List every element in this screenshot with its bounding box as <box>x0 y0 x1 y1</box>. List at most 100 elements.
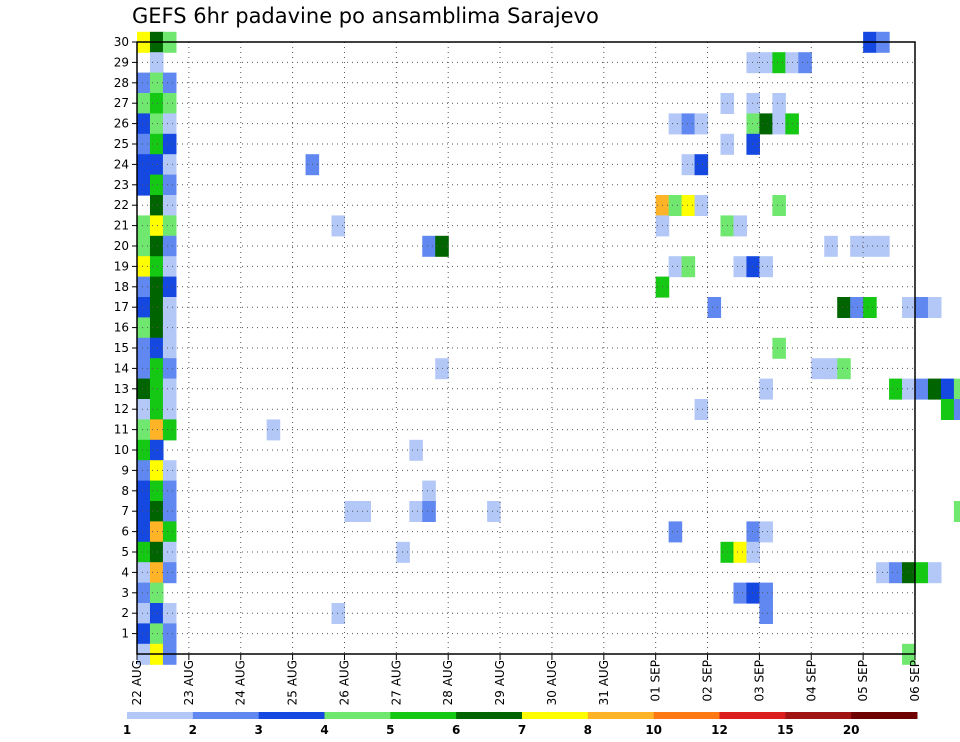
x-tick-label: 25 AUG <box>286 660 300 705</box>
heatmap-cell <box>798 52 812 74</box>
heatmap-cell <box>149 521 164 543</box>
x-axis: 22 AUG 23 AUG 24 AUG 25 AUG 26 AUG 27 AUG 28 A… <box>130 654 922 705</box>
legend-swatch <box>587 712 655 719</box>
heatmap-cell <box>681 154 696 176</box>
heatmap-cell <box>889 378 903 400</box>
heatmap-cell <box>772 52 786 74</box>
heatmap-cell <box>733 256 748 278</box>
heatmap-cell <box>149 439 164 461</box>
heatmap-cell <box>149 256 164 278</box>
heatmap-cell <box>746 133 760 155</box>
heatmap-cell <box>162 337 177 359</box>
heatmap-cells <box>137 31 960 665</box>
x-tick-label: 06 SEP <box>908 660 922 702</box>
y-tick-label: 7 <box>121 504 129 518</box>
legend-swatch <box>785 712 852 719</box>
heatmap-cell <box>137 154 151 176</box>
heatmap-cell <box>149 52 164 74</box>
heatmap-cell <box>137 419 151 441</box>
heatmap-cell <box>162 195 177 216</box>
heatmap-cell <box>837 297 851 318</box>
heatmap-cell <box>137 541 151 563</box>
heatmap-cell <box>772 93 786 114</box>
y-tick-label: 8 <box>121 484 129 498</box>
heatmap-cell <box>733 215 748 237</box>
y-tick-label: 20 <box>114 239 129 253</box>
x-tick-label: 22 AUG <box>130 660 144 705</box>
heatmap-cell <box>137 337 151 359</box>
y-tick-label: 3 <box>121 586 129 600</box>
legend-label: 20 <box>843 723 860 737</box>
heatmap-cell <box>668 113 683 135</box>
legend-swatch <box>456 712 523 719</box>
heatmap-cell <box>137 439 151 461</box>
heatmap-cell <box>694 154 709 176</box>
legend-label: 7 <box>518 723 526 737</box>
heatmap-cell <box>137 521 151 543</box>
heatmap-cell <box>694 399 709 420</box>
heatmap-cell <box>162 419 177 441</box>
heatmap-cell <box>902 562 916 584</box>
legend-swatch <box>192 712 260 719</box>
heatmap-cell <box>162 521 177 543</box>
heatmap-cell <box>162 113 177 135</box>
y-axis: 1234567891011121314151617181920212223242… <box>114 35 137 641</box>
y-tick-label: 6 <box>121 525 129 539</box>
heatmap-cell <box>915 297 929 318</box>
x-tick-label: 31 AUG <box>597 660 611 705</box>
heatmap-cell <box>889 562 903 584</box>
heatmap-cell <box>162 562 177 584</box>
x-tick-label: 27 AUG <box>389 660 403 705</box>
heatmap-cell <box>357 501 371 522</box>
heatmap-cell <box>137 72 151 94</box>
legend-label: 4 <box>320 723 328 737</box>
heatmap-cell <box>746 113 760 135</box>
heatmap-cell <box>850 297 864 318</box>
heatmap-cell <box>149 317 164 339</box>
heatmap-cell <box>162 378 177 400</box>
x-tick-label: 23 AUG <box>182 660 196 705</box>
heatmap-cell <box>927 562 942 584</box>
heatmap-cell <box>162 399 177 420</box>
heatmap-cell <box>422 235 436 257</box>
y-tick-label: 10 <box>114 443 129 457</box>
heatmap-cell <box>266 419 281 441</box>
legend-label: 8 <box>584 723 592 737</box>
heatmap-cell <box>746 521 760 543</box>
heatmap-cell <box>772 113 786 135</box>
heatmap-cell <box>162 276 177 298</box>
y-tick-label: 1 <box>121 627 129 641</box>
heatmap-cell <box>149 297 164 318</box>
heatmap-cell <box>162 460 177 482</box>
heatmap-cell <box>137 562 151 584</box>
heatmap-cell <box>759 603 773 624</box>
heatmap-cell <box>149 501 164 522</box>
heatmap-cell <box>837 358 851 380</box>
heatmap-cell <box>681 113 696 135</box>
heatmap-cell <box>733 582 748 604</box>
heatmap-cell <box>149 541 164 563</box>
color-legend: 1 2 3 4 5 6 7 8 10 12 15 20 <box>123 712 918 737</box>
y-tick-label: 2 <box>121 606 129 620</box>
heatmap-cell <box>149 562 164 584</box>
heatmap-cell <box>149 215 164 237</box>
heatmap-cell <box>902 378 916 400</box>
heatmap-cell <box>422 501 436 522</box>
heatmap-cell <box>162 256 177 278</box>
heatmap-cell <box>694 195 709 216</box>
legend-swatch <box>851 712 918 719</box>
y-tick-label: 25 <box>114 137 129 151</box>
legend-label: 6 <box>452 723 460 737</box>
heatmap-cell <box>137 582 151 604</box>
heatmap-cell <box>162 480 177 502</box>
heatmap-cell <box>915 378 929 400</box>
heatmap-cell <box>863 297 877 318</box>
y-tick-label: 5 <box>121 545 129 559</box>
heatmap-cell <box>759 256 773 278</box>
heatmap-cell <box>953 501 960 522</box>
heatmap-cell <box>733 541 748 563</box>
legend-label: 1 <box>123 723 131 737</box>
y-tick-label: 24 <box>114 157 129 171</box>
heatmap-cell <box>811 358 825 380</box>
